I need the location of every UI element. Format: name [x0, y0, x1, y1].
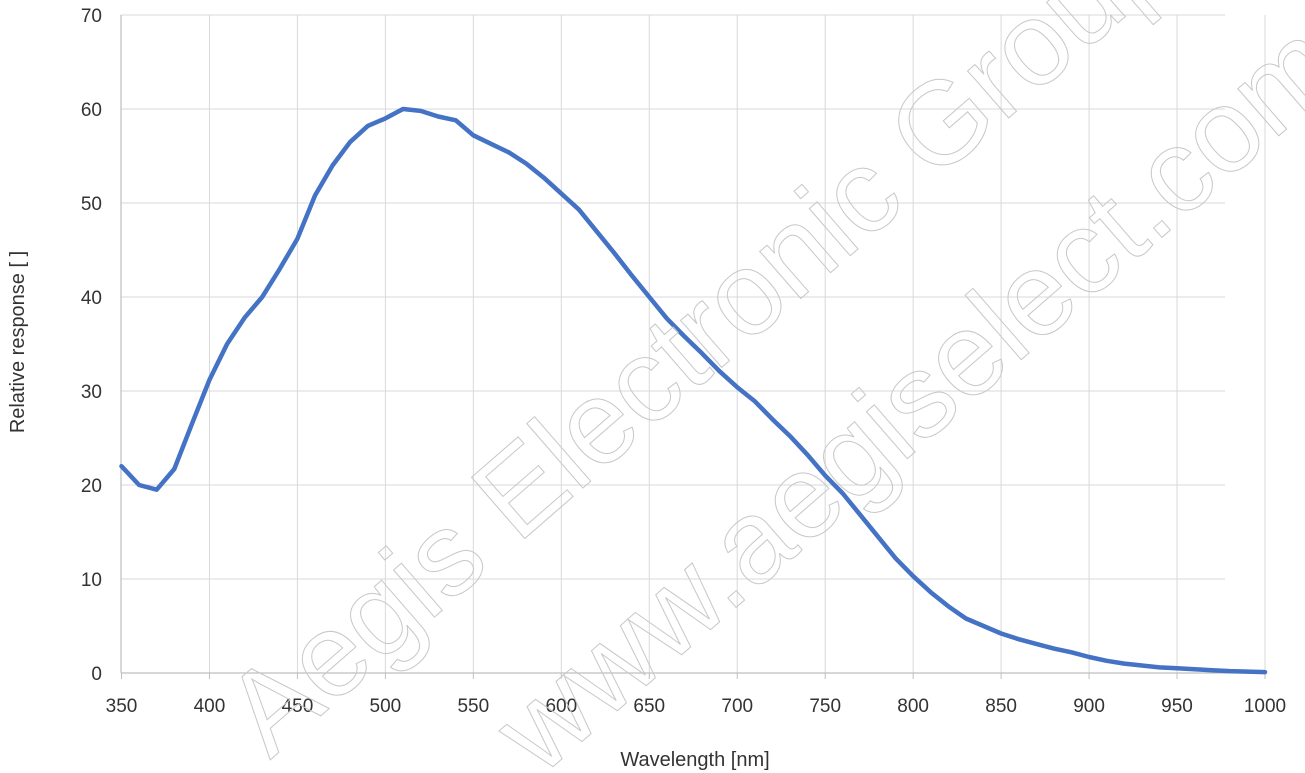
x-tick-label: 900	[1073, 696, 1105, 717]
x-axis-title: Wavelength [nm]	[620, 749, 769, 771]
y-tick-label: 50	[81, 194, 102, 215]
x-tick-label: 600	[545, 696, 577, 717]
y-tick-label: 60	[81, 100, 102, 121]
x-tick-label: 550	[457, 696, 489, 717]
x-tick-label: 700	[721, 696, 753, 717]
y-tick-label: 70	[81, 6, 102, 27]
x-tick-label: 650	[633, 696, 665, 717]
x-tick-label: 950	[1161, 696, 1193, 717]
x-tick-label: 1000	[1244, 696, 1286, 717]
x-tick-label: 850	[985, 696, 1017, 717]
x-tick-label: 500	[370, 696, 402, 717]
x-tick-label: 450	[282, 696, 314, 717]
y-tick-label: 30	[81, 382, 102, 403]
y-tick-label: 40	[81, 288, 102, 309]
y-axis-title: Relative response [ ]	[7, 251, 29, 433]
axes	[120, 15, 1266, 679]
y-tick-label: 20	[81, 476, 102, 497]
series-group	[119, 106, 1268, 675]
x-tick-label: 800	[897, 696, 929, 717]
y-tick-label: 10	[81, 570, 102, 591]
x-tick-label: 750	[809, 696, 841, 717]
series-line-0	[119, 106, 1268, 675]
y-tick-labels: 0 10 20 30 40 50 60 70	[81, 6, 102, 685]
y-tick-label: 0	[91, 664, 102, 685]
grid-lines	[121, 14, 1266, 673]
x-tick-label: 350	[106, 696, 138, 717]
x-tick-label: 400	[194, 696, 226, 717]
x-tick-labels: 350 400 450 500 550 600 650 700 750 800 850 900 950 1…	[106, 696, 1286, 717]
watermark: Aegis Electronic Group www.aegiselect.co…	[200, 0, 1305, 773]
